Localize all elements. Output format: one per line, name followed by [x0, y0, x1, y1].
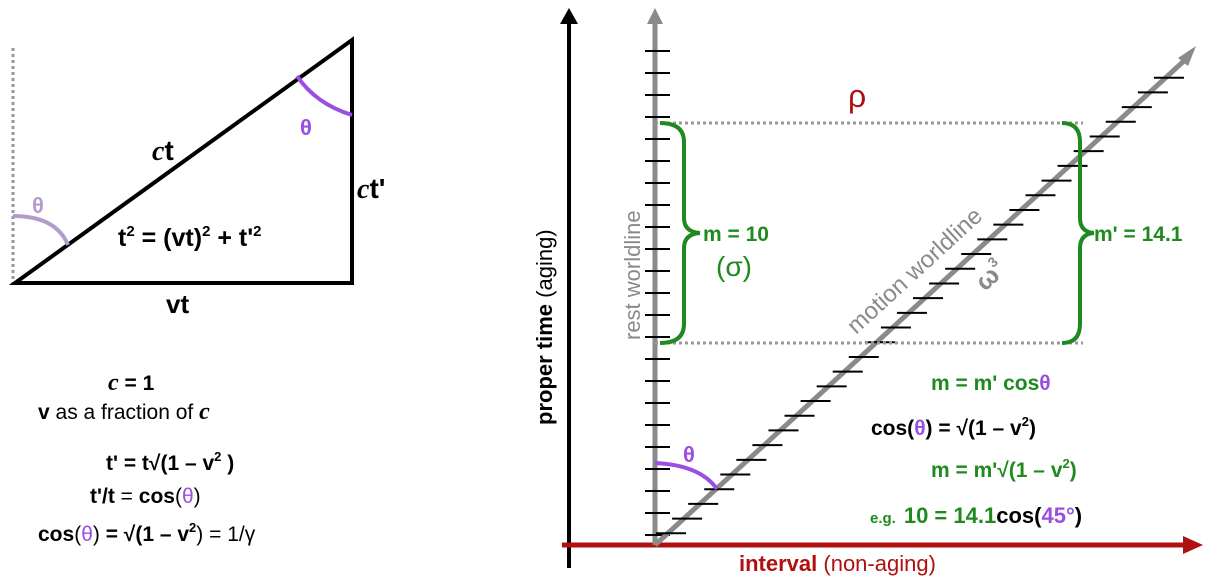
formula-list: c = 1 v as a fraction of c t' = t√(1 – v… — [38, 370, 256, 546]
interval-axis-label: interval (non-aging) — [739, 551, 936, 576]
formula-example: e.g. 10 = 14.1cos(45°) — [870, 503, 1082, 528]
right-triangle — [8, 36, 354, 285]
angle-arc-bottom — [12, 214, 70, 246]
spacetime-diagram: θ ρ rest worldline motion worldline ω3 m… — [532, 8, 1203, 576]
formula-ratio: t'/t = cos(θ) — [90, 485, 201, 508]
formula-t-prime: t' = t√(1 – v2 ) — [106, 443, 234, 475]
formula-cos-gamma: cos(θ) = √(1 – v2) = 1/γ — [38, 520, 256, 546]
formula-c: c = 1 — [108, 370, 155, 396]
formula-m-sqrt: m = m'√(1 – v2) — [931, 456, 1077, 482]
base-label: vt — [166, 289, 189, 319]
m-label: m = 10 — [703, 223, 769, 246]
proper-time-axis-label: proper time (aging) — [532, 229, 557, 425]
vertical-side-label: ct' — [357, 173, 385, 205]
interval-axis-arrowhead — [1183, 536, 1203, 554]
rest-brace — [659, 121, 701, 345]
theta-arc — [654, 461, 719, 491]
theta-label: θ — [683, 442, 695, 467]
motion-worldline-arrowhead — [1178, 46, 1196, 66]
angle-arc-top — [295, 74, 353, 117]
m-prime-label: m' = 14.1 — [1094, 223, 1183, 246]
omega-label: ω3 — [968, 253, 1011, 296]
motion-worldline-label: motion worldline — [842, 202, 988, 339]
angle-theta-bottom: θ — [32, 193, 44, 218]
formula-cos-sqrt: cos(θ) = √(1 – v2) — [871, 414, 1036, 440]
angle-theta-top: θ — [300, 115, 312, 140]
rest-worldline-arrowhead — [647, 8, 663, 24]
motion-worldline-ticks — [656, 76, 1184, 535]
sigma-label: (σ) — [716, 251, 752, 282]
rest-worldline-ticks — [645, 50, 670, 536]
rest-worldline-label: rest worldline — [620, 210, 645, 340]
motion-brace — [1061, 121, 1095, 345]
rho-label: ρ — [848, 78, 866, 114]
hypotenuse-label: ct — [152, 135, 174, 167]
formula-v: v as a fraction of c — [38, 399, 210, 425]
triangle-diagram: θ θ ct ct' vt t2 = (vt)2 + t'2 — [8, 36, 385, 319]
proper-time-axis-arrowhead — [560, 8, 578, 24]
pythagorean-equation: t2 = (vt)2 + t'2 — [118, 223, 262, 252]
formula-m-cos: m = m' cosθ — [931, 372, 1051, 395]
motion-worldline — [653, 58, 1187, 547]
